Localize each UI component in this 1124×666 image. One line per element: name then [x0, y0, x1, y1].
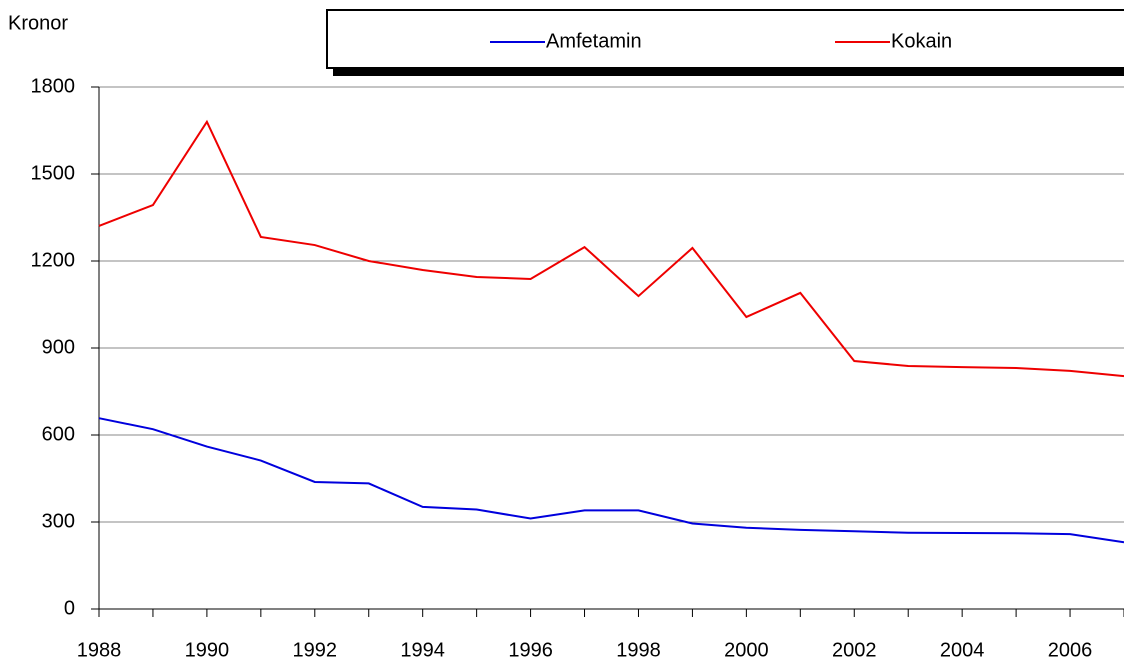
y-tick-label: 1500	[31, 162, 76, 184]
legend-box	[326, 9, 1124, 69]
y-tick-label: 600	[42, 423, 75, 445]
x-tick-label: 2000	[724, 639, 769, 661]
x-tick-label: 1996	[508, 639, 553, 661]
legend-label: Kokain	[891, 30, 952, 52]
x-tick-label: 2004	[940, 639, 985, 661]
y-tick-label: 1800	[31, 75, 76, 97]
x-tick-label: 2006	[1048, 639, 1093, 661]
x-tick-label: 1994	[400, 639, 445, 661]
x-tick-label: 1990	[185, 639, 230, 661]
y-tick-label: 1200	[31, 249, 76, 271]
y-tick-label: 0	[64, 597, 75, 619]
y-tick-label: 300	[42, 510, 75, 532]
x-tick-label: 1998	[616, 639, 661, 661]
y-axis-label: Kronor	[8, 12, 68, 34]
y-tick-label: 900	[42, 336, 75, 358]
x-tick-label: 1992	[293, 639, 338, 661]
legend-label: Amfetamin	[546, 30, 642, 52]
x-tick-label: 1988	[77, 639, 122, 661]
series-line	[98, 417, 1124, 544]
series-line	[98, 119, 1124, 378]
x-tick-label: 2002	[832, 639, 877, 661]
